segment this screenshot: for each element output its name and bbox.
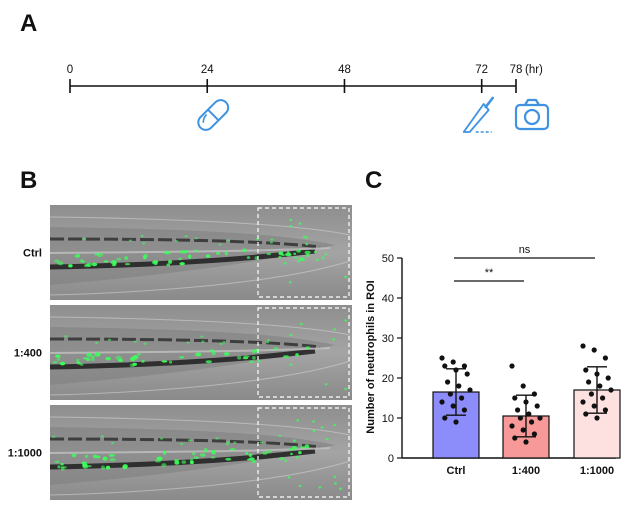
data-point	[580, 399, 586, 405]
significance-label: ns	[519, 244, 531, 256]
data-point	[520, 427, 526, 433]
data-point	[461, 363, 467, 369]
data-point	[597, 383, 603, 389]
microscopy-image-row: 1:400	[14, 305, 352, 400]
x-tick-label: Ctrl	[447, 465, 466, 477]
data-point	[523, 439, 529, 445]
timeline-tick-label: 0	[67, 64, 73, 76]
microscopy-image-row: 1:1000	[8, 405, 352, 500]
data-point	[600, 395, 606, 401]
data-point	[591, 403, 597, 409]
data-point	[459, 395, 465, 401]
roi-box	[257, 407, 350, 498]
image-row-label: 1:400	[14, 348, 42, 360]
y-tick-label: 50	[382, 253, 394, 265]
timeline: 0 24 48 72 78 (hr)	[67, 64, 550, 133]
data-point	[439, 399, 445, 405]
scalpel-icon	[462, 96, 494, 133]
y-tick-label: 10	[382, 413, 394, 425]
panel-letter-b: B	[20, 167, 38, 194]
data-point	[509, 363, 515, 369]
data-point	[450, 359, 456, 365]
image-row-label: Ctrl	[23, 248, 42, 260]
data-point	[586, 379, 592, 385]
data-point	[515, 407, 521, 413]
data-point	[467, 387, 473, 393]
timeline-tick-label: 24	[201, 64, 214, 76]
data-point	[529, 419, 535, 425]
y-tick-label: 40	[382, 293, 394, 305]
data-point	[445, 379, 451, 385]
data-point	[537, 415, 543, 421]
data-point	[526, 411, 532, 417]
data-point	[520, 383, 526, 389]
timeline-tick-label: 72	[475, 64, 488, 76]
y-tick-label: 0	[388, 453, 394, 465]
data-point	[450, 403, 456, 409]
data-point	[439, 355, 445, 361]
data-point	[583, 367, 589, 373]
data-point	[517, 415, 524, 421]
image-row-label: 1:1000	[8, 448, 42, 460]
data-point	[531, 431, 538, 437]
y-tick-label: 20	[382, 373, 394, 385]
x-tick-label: 1:1000	[580, 465, 614, 477]
microscopy-image-row: Ctrl	[23, 205, 352, 300]
data-point	[602, 407, 609, 413]
data-point	[588, 391, 595, 397]
timeline-unit-label: (hr)	[525, 64, 543, 76]
data-point	[456, 383, 462, 389]
data-point	[509, 423, 515, 429]
data-point	[442, 363, 448, 369]
data-point	[583, 411, 589, 417]
data-point	[602, 355, 609, 361]
significance-label: **	[485, 267, 494, 279]
data-point	[594, 415, 600, 421]
data-point	[534, 403, 540, 409]
chart-y-axis-label: Number of neutrophils in ROI	[365, 280, 377, 433]
panel-letter-a: A	[20, 10, 38, 37]
data-point	[608, 387, 614, 393]
y-tick-label: 30	[382, 333, 394, 345]
data-point	[512, 395, 518, 401]
data-point	[591, 347, 597, 353]
data-point	[453, 419, 459, 425]
data-point	[580, 343, 586, 349]
data-point	[442, 415, 448, 421]
timeline-tick-label: 48	[338, 64, 351, 76]
capsule-icon	[197, 99, 230, 131]
roi-box	[257, 207, 350, 298]
data-point	[461, 407, 467, 413]
data-point	[464, 371, 470, 377]
roi-box	[257, 307, 350, 398]
data-point	[605, 375, 611, 381]
x-tick-label: 1:400	[512, 465, 540, 477]
panel-letter-c: C	[365, 167, 383, 194]
timeline-tick-label: 78	[510, 64, 523, 76]
camera-icon	[514, 98, 550, 131]
data-point	[447, 391, 453, 397]
